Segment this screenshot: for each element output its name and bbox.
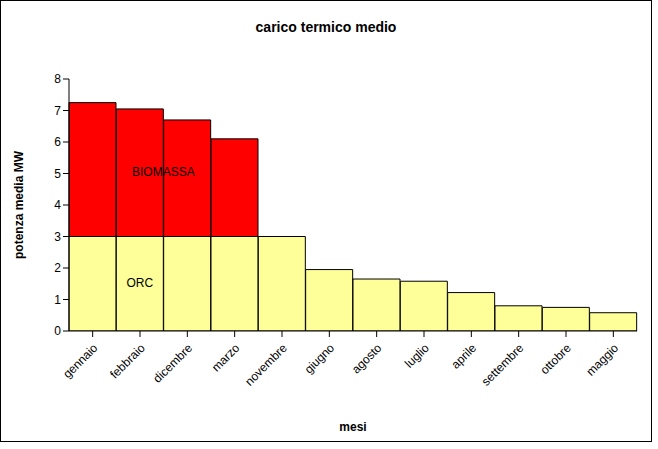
svg-text:4: 4 xyxy=(54,198,61,212)
svg-text:gennaio: gennaio xyxy=(60,341,100,381)
svg-text:dicembre: dicembre xyxy=(150,341,195,386)
svg-text:giugno: giugno xyxy=(302,341,338,377)
svg-text:ottobre: ottobre xyxy=(537,341,574,378)
svg-text:mesi: mesi xyxy=(339,420,366,434)
svg-text:8: 8 xyxy=(54,72,61,86)
svg-text:7: 7 xyxy=(54,104,61,118)
svg-text:luglio: luglio xyxy=(402,341,432,371)
svg-text:agosto: agosto xyxy=(349,341,385,377)
svg-text:potenza media MW: potenza media MW xyxy=(12,150,26,259)
svg-text:novembre: novembre xyxy=(242,341,290,389)
svg-text:settembre: settembre xyxy=(479,341,527,389)
svg-text:BIOMASSA: BIOMASSA xyxy=(132,165,195,179)
svg-text:3: 3 xyxy=(54,230,61,244)
svg-text:6: 6 xyxy=(54,135,61,149)
svg-text:marzo: marzo xyxy=(209,341,243,375)
svg-text:ORC: ORC xyxy=(126,276,153,290)
svg-text:1: 1 xyxy=(54,293,61,307)
svg-text:maggio: maggio xyxy=(583,341,621,379)
svg-text:2: 2 xyxy=(54,261,61,275)
svg-text:febbraio: febbraio xyxy=(107,341,148,382)
svg-text:aprile: aprile xyxy=(448,341,479,372)
svg-text:0: 0 xyxy=(54,324,61,338)
svg-text:5: 5 xyxy=(54,167,61,181)
html-text:carico termico medio: carico termico medio xyxy=(255,19,397,35)
